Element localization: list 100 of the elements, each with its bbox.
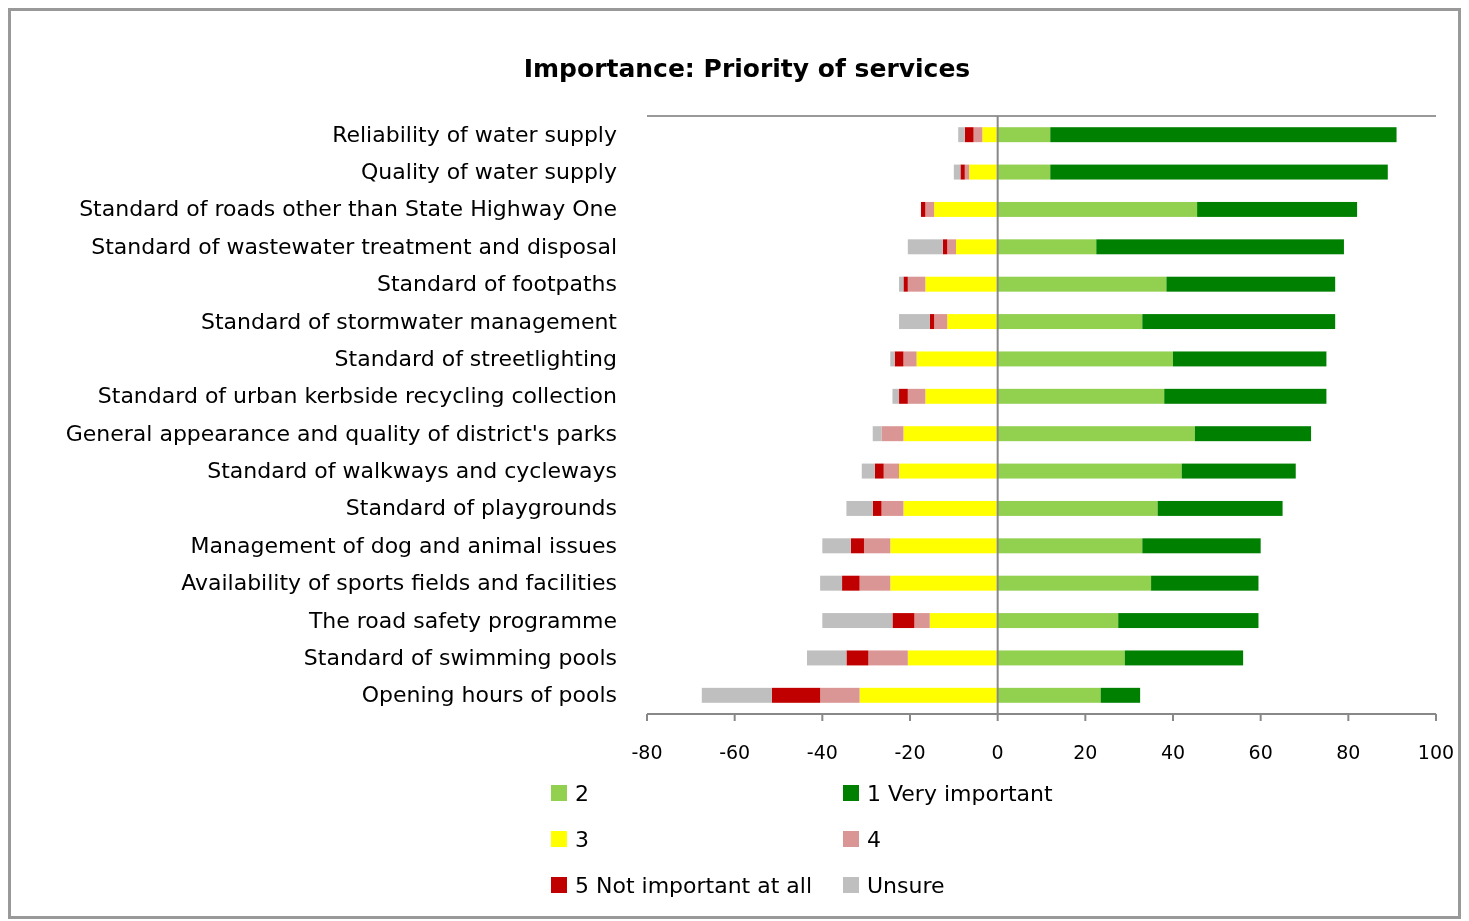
bar bbox=[1197, 201, 1358, 217]
x-tick-label: -60 bbox=[719, 741, 751, 763]
bar bbox=[822, 613, 893, 629]
bar bbox=[934, 201, 998, 217]
bar bbox=[899, 276, 904, 292]
y-tick-label: Standard of wastewater treatment and disposal bbox=[91, 233, 617, 259]
bar bbox=[1194, 426, 1312, 442]
bar bbox=[881, 500, 904, 516]
bar bbox=[920, 201, 926, 217]
bar bbox=[953, 164, 961, 180]
y-tick-label: Standard of stormwater management bbox=[201, 308, 618, 334]
chart-title: Importance: Priority of services bbox=[523, 54, 971, 83]
bar bbox=[872, 426, 882, 442]
bar bbox=[907, 276, 926, 292]
bar bbox=[1142, 538, 1261, 554]
x-tick-label: 40 bbox=[1160, 741, 1186, 763]
bar bbox=[1100, 687, 1141, 703]
bar bbox=[1151, 575, 1259, 591]
bar bbox=[822, 538, 851, 554]
bar bbox=[997, 687, 1101, 703]
bar bbox=[960, 164, 965, 180]
x-tick-label: 80 bbox=[1336, 741, 1361, 763]
bar bbox=[1173, 351, 1327, 367]
bar bbox=[842, 575, 860, 591]
bar bbox=[907, 239, 943, 255]
bar bbox=[874, 463, 884, 479]
bar bbox=[890, 351, 895, 367]
bar bbox=[859, 687, 998, 703]
bar bbox=[883, 463, 900, 479]
x-tick-label: -80 bbox=[631, 741, 663, 763]
bar bbox=[1050, 127, 1397, 143]
y-tick-label: Availability of sports fields and facilities bbox=[181, 570, 617, 596]
legend-label: 2 bbox=[575, 781, 589, 806]
x-tick-label: -40 bbox=[806, 741, 838, 763]
y-tick-label: Standard of walkways and cycleways bbox=[207, 458, 617, 484]
bar bbox=[907, 650, 998, 666]
bar bbox=[899, 463, 998, 479]
bar bbox=[956, 239, 998, 255]
bar bbox=[1166, 276, 1336, 292]
bar bbox=[903, 500, 998, 516]
bar bbox=[997, 538, 1143, 554]
bar bbox=[892, 388, 900, 404]
bar bbox=[881, 426, 904, 442]
bar bbox=[982, 127, 998, 143]
bar bbox=[925, 276, 998, 292]
legend-label: 1 Very important bbox=[867, 781, 1053, 806]
y-tick-label: Management of dog and animal issues bbox=[190, 532, 617, 558]
bar bbox=[1096, 239, 1344, 255]
bar bbox=[1124, 650, 1244, 666]
bar bbox=[903, 351, 917, 367]
bar bbox=[701, 687, 772, 703]
y-tick-label: Standard of streetlighting bbox=[334, 345, 617, 371]
y-tick-label: Standard of roads other than State Highway One bbox=[79, 196, 617, 222]
bar bbox=[997, 201, 1198, 217]
bar bbox=[861, 463, 875, 479]
x-tick-label: -20 bbox=[894, 741, 926, 763]
y-tick-label: Standard of playgrounds bbox=[345, 495, 617, 521]
bar bbox=[964, 127, 974, 143]
bar bbox=[997, 127, 1051, 143]
bar bbox=[1118, 613, 1259, 629]
legend-label: 5 Not important at all bbox=[575, 873, 813, 898]
bar bbox=[1050, 164, 1388, 180]
bar bbox=[958, 127, 965, 143]
bar bbox=[997, 650, 1125, 666]
bar bbox=[868, 650, 908, 666]
bar bbox=[890, 575, 998, 591]
bar bbox=[997, 351, 1173, 367]
y-tick-label: Quality of water supply bbox=[361, 159, 617, 185]
bar bbox=[964, 164, 970, 180]
bar bbox=[997, 314, 1143, 330]
bar bbox=[903, 276, 908, 292]
bar bbox=[863, 538, 891, 554]
bar bbox=[997, 388, 1165, 404]
bar bbox=[997, 239, 1097, 255]
bar bbox=[925, 388, 998, 404]
bar bbox=[997, 426, 1195, 442]
bar bbox=[997, 463, 1182, 479]
bar bbox=[892, 613, 915, 629]
bar bbox=[942, 239, 948, 255]
bar bbox=[806, 650, 847, 666]
bar bbox=[820, 575, 843, 591]
bar bbox=[1157, 500, 1283, 516]
bar bbox=[916, 351, 998, 367]
legend-label: Unsure bbox=[867, 873, 945, 898]
bar bbox=[925, 201, 935, 217]
bar bbox=[771, 687, 821, 703]
bar bbox=[934, 314, 948, 330]
bar bbox=[859, 575, 891, 591]
bar bbox=[899, 388, 908, 404]
bar bbox=[846, 500, 873, 516]
bar bbox=[894, 351, 904, 367]
x-tick-label: 60 bbox=[1248, 741, 1273, 763]
x-tick-label: 20 bbox=[1073, 741, 1098, 763]
bar bbox=[929, 613, 998, 629]
y-tick-label: Standard of swimming pools bbox=[303, 644, 617, 670]
y-tick-label: Standard of urban kerbside recycling collection bbox=[97, 383, 617, 409]
y-tick-label: Reliability of water supply bbox=[332, 121, 617, 147]
bar bbox=[846, 650, 869, 666]
bar bbox=[914, 613, 930, 629]
bar bbox=[929, 314, 935, 330]
